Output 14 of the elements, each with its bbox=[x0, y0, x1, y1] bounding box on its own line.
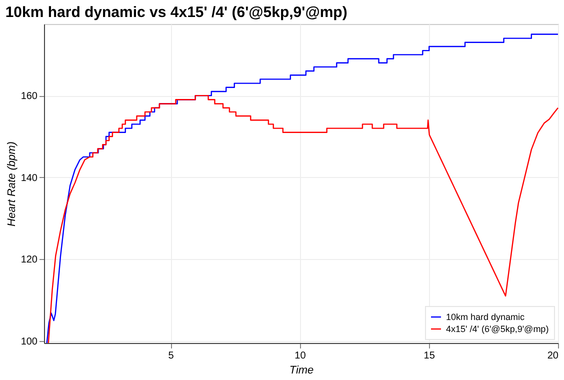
x-tick-label: 20 bbox=[547, 350, 559, 362]
y-tick-label: 100 bbox=[20, 336, 38, 348]
x-axis-title: Time bbox=[289, 364, 314, 376]
legend-label: 10km hard dynamic bbox=[446, 312, 526, 322]
legend-label: 4x15' /4' (6'@5kp,9'@mp) bbox=[446, 324, 549, 334]
y-axis-title: Heart Rate (bpm) bbox=[6, 141, 18, 226]
chart-title: 10km hard dynamic vs 4x15' /4' (6'@5kp,9'@mp) bbox=[5, 4, 348, 21]
x-tick-label: 5 bbox=[168, 350, 174, 362]
line-series bbox=[48, 94, 559, 344]
x-tick-label: 10 bbox=[294, 350, 306, 362]
y-tick-label: 140 bbox=[20, 172, 38, 184]
x-tick-label: 15 bbox=[424, 350, 436, 362]
y-tick-label: 120 bbox=[20, 254, 38, 266]
y-tick-label: 160 bbox=[20, 91, 38, 102]
